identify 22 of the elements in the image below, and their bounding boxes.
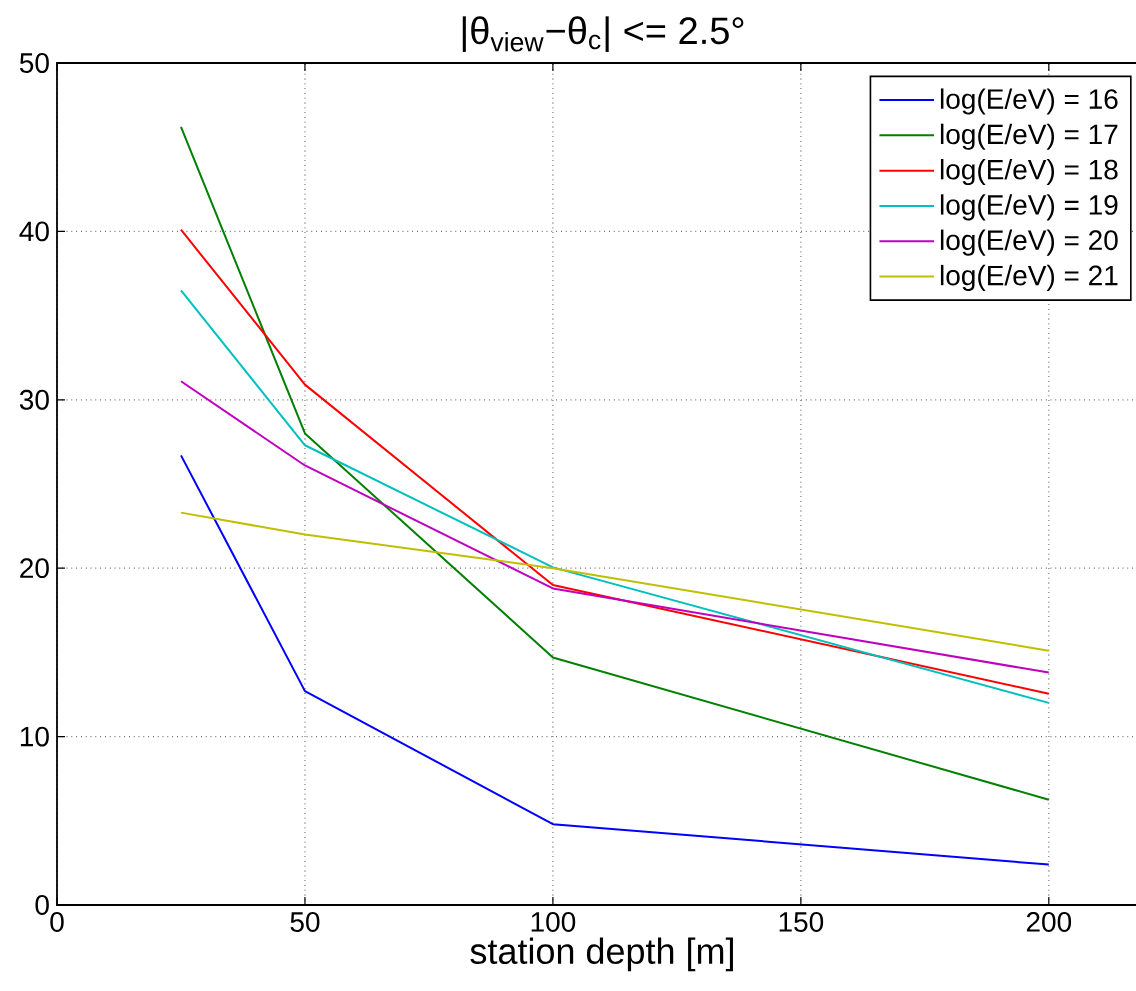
- y-tick-label: 40: [19, 221, 49, 242]
- line-series: [179, 454, 1050, 866]
- legend-label: log(E/eV) = 16: [940, 88, 1118, 115]
- y-tick-label: 10: [20, 726, 49, 747]
- chart-title: |θ$_{view}$−θ$_{c}$| <= 2.5°: [462, 16, 744, 52]
- x-tick-label: 150: [779, 912, 824, 932]
- x-axis-title: station depth [m]: [470, 937, 733, 972]
- legend-label: log(E/eV) = 18: [940, 159, 1118, 186]
- legend-label: log(E/eV) = 21: [940, 264, 1118, 291]
- legend-label: log(E/eV) = 17: [940, 123, 1118, 150]
- line-series: [179, 380, 1050, 674]
- y-tick-label: 0: [35, 895, 49, 915]
- legend-label: log(E/eV) = 20: [940, 229, 1118, 256]
- x-tick-label: 100: [531, 912, 576, 932]
- y-tick-label: 20: [20, 558, 49, 579]
- line-series: [179, 511, 1050, 652]
- x-tick-label: 0: [50, 912, 64, 932]
- y-tick-label: 30: [19, 389, 49, 410]
- x-tick-label: 200: [1026, 912, 1072, 932]
- legend-label: log(E/eV) = 19: [940, 194, 1118, 221]
- y-tick-label: 50: [19, 53, 49, 73]
- x-tick-label: 50: [290, 912, 320, 932]
